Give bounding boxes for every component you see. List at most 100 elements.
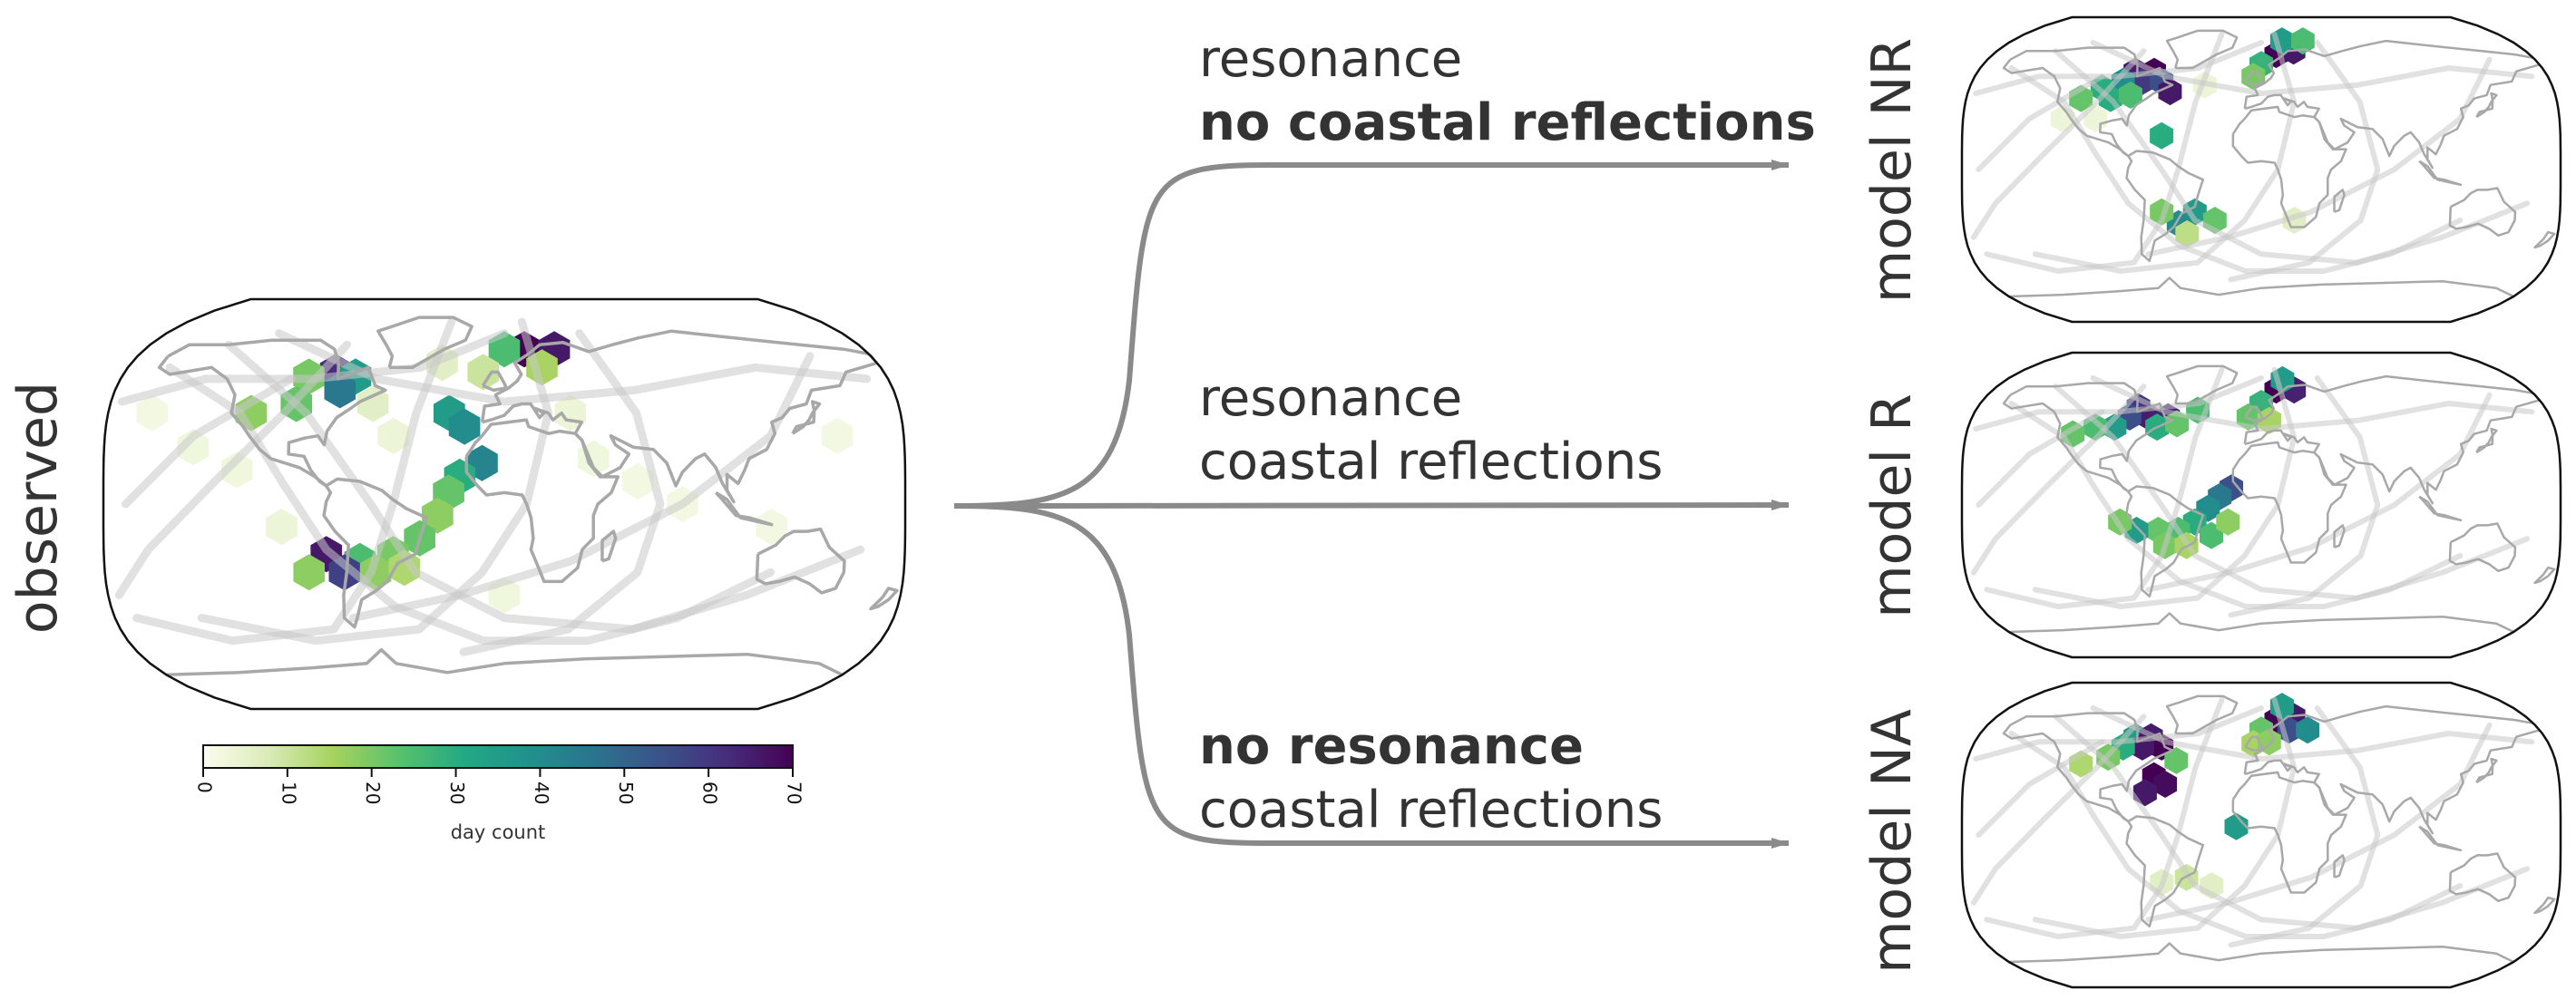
model-na-map: [1960, 681, 2562, 989]
observed-map-hex-cell: [448, 408, 481, 445]
colorbar-tick-label: 60: [699, 782, 721, 804]
model-nr-map: [1960, 15, 2562, 324]
arrow-to-model-nr: [953, 160, 1790, 509]
model-nr-map-coastline: [2333, 189, 2346, 213]
model-nr-map-hex-cell: [2290, 27, 2315, 55]
scenario-na-label: no resonance coastal reflections: [1199, 717, 1663, 840]
model-nr-map-coastline: [2533, 230, 2556, 249]
model-na-map-hex-cell: [2164, 746, 2189, 774]
model-nr-map-ray-track: [2228, 40, 2381, 283]
model-na-map-coastline: [2333, 854, 2346, 879]
model-nr-map-ray-track: [1984, 31, 2225, 274]
model-r-map-coastline: [2333, 524, 2346, 549]
observed-map-coastline: [715, 490, 774, 527]
arrow-to-model-r: [953, 500, 1790, 511]
model-nr-map-border: [1960, 15, 2562, 324]
observed-map-ray-track: [132, 317, 456, 646]
model-na-label: model NA: [1860, 709, 1924, 974]
model-na-map-coastline: [2243, 704, 2542, 835]
model-nr-map-ray-track: [2145, 56, 2493, 257]
scenario-nr-line1: resonance: [1199, 30, 1462, 89]
model-nr-map-coastline: [2418, 160, 2463, 187]
model-nr-map-coastline: [2448, 187, 2517, 238]
model-r-map-contents: [1962, 353, 2561, 657]
model-na-map-coastline: [2418, 825, 2463, 852]
model-na-map-ray-track: [1973, 705, 2264, 762]
model-r-map-coastline: [2475, 427, 2498, 454]
scenario-na-line1: no resonance: [1199, 717, 1584, 776]
model-na-map-ray-track: [2145, 722, 2493, 923]
model-na-map-ray-track: [2228, 705, 2381, 948]
observed-map-ray-track: [117, 329, 509, 406]
model-na-map-coastline: [2002, 712, 2174, 823]
colorbar: 0 10 20 30 40 50 60 70 day count: [194, 744, 805, 843]
observed-map-hex-cell: [821, 417, 854, 454]
model-na-map-coastline: [2475, 757, 2498, 784]
model-r-map-ray-track: [1973, 375, 2264, 432]
model-r-map-border: [1960, 351, 2562, 659]
branch-arrows: [953, 160, 1790, 849]
model-na-map-coastline: [2125, 815, 2205, 928]
colorbar-tick-label: 30: [446, 782, 468, 804]
observed-map-coastline: [322, 477, 428, 629]
model-na-map-contents: [1962, 683, 2561, 987]
model-r-map-ray-track: [2145, 392, 2493, 593]
model-na-map-ray-track: [1970, 714, 2147, 906]
observed-map-coastline: [480, 329, 879, 504]
model-na-map-ray-track: [1976, 739, 2105, 838]
model-r-map-hex-cell: [2216, 508, 2240, 536]
model-nr-map-coastline: [2125, 150, 2205, 263]
model-na-map-hex-cell: [2224, 812, 2249, 840]
observed-map: [102, 297, 907, 711]
model-na-map-coastline: [2448, 852, 2517, 903]
observed-map-hex-cell: [756, 509, 787, 546]
model-nr-map-hex-cell: [2158, 78, 2182, 106]
colorbar-scale: [202, 744, 794, 769]
scenario-r-label: resonance coastal reflections: [1199, 369, 1663, 491]
observed-map-hex-cell: [266, 509, 298, 546]
model-nr-map-ray-track: [1973, 40, 2264, 96]
model-na-map-coastline: [2533, 896, 2556, 915]
model-r-map-ray-track: [2228, 375, 2381, 618]
model-r-map-coastline: [2008, 612, 2514, 634]
observed-map-hex-cell: [377, 417, 409, 454]
model-r-map-coastline: [2165, 364, 2239, 405]
colorbar-label: day count: [451, 821, 546, 843]
scenario-nr-line2: no coastal reflections: [1199, 93, 1816, 152]
observed-map-coastline: [869, 587, 899, 611]
observed-map-hex-cell: [324, 372, 356, 409]
observed-label: observed: [6, 382, 70, 634]
model-nr-map-coastline: [2008, 277, 2514, 298]
observed-map-ray-track: [122, 374, 296, 509]
observed-map-ray-track: [348, 352, 815, 623]
model-r-map-coastline: [2231, 441, 2347, 564]
model-na-map-border: [1960, 681, 2562, 989]
model-r-map-coastline: [2243, 374, 2542, 505]
scenario-r-line2: coastal reflections: [1199, 432, 1663, 491]
colorbar-ticks: 0 10 20 30 40 50 60 70: [194, 768, 805, 804]
observed-map-coastline: [755, 527, 846, 595]
arrow-to-model-na: [953, 503, 1790, 849]
model-r-map-ray-track: [1970, 383, 2147, 576]
model-na-map-ray-track: [1984, 696, 2225, 939]
observed-map-hex-cell: [177, 429, 210, 466]
model-r-map-coastline: [2125, 485, 2205, 598]
colorbar-tick-label: 40: [531, 782, 552, 804]
colorbar-tick-label: 0: [194, 782, 216, 793]
observed-map-contents: [103, 299, 905, 709]
model-na-map-hex-cell: [2296, 716, 2320, 744]
observed-map-coastline: [481, 370, 509, 393]
model-nr-map-ray-track: [1970, 48, 2147, 240]
model-na-map-hex-cell: [2153, 771, 2178, 798]
colorbar-tick-label: 10: [278, 782, 299, 804]
observed-map-hex-cell: [136, 394, 169, 432]
observed-map-hex-cell: [422, 497, 454, 534]
colorbar-tick-label: 50: [615, 782, 637, 804]
scenario-r-line1: resonance: [1199, 369, 1462, 428]
observed-map-coastline: [166, 647, 844, 677]
model-nr-map-hex-cell: [2118, 81, 2142, 109]
model-r-map-ray-track: [1976, 409, 2105, 508]
model-nr-map-coastline: [2475, 92, 2498, 119]
colorbar-tick-label: 20: [362, 782, 384, 804]
model-r-map-ray-track: [1984, 366, 2225, 609]
